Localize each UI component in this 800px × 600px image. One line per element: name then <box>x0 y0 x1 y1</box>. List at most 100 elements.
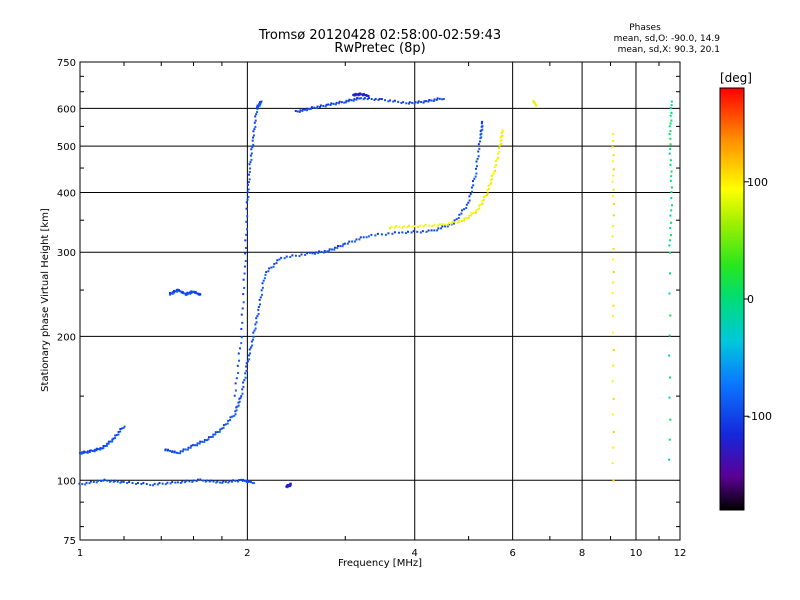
data-point <box>244 252 247 255</box>
data-point <box>326 250 329 253</box>
data-point <box>171 291 174 294</box>
data-point <box>432 99 435 102</box>
data-point <box>463 219 466 222</box>
data-point <box>477 155 480 158</box>
data-point <box>669 130 672 133</box>
data-point <box>438 97 441 100</box>
data-point <box>257 106 260 109</box>
data-point <box>265 271 268 274</box>
data-point <box>486 189 489 192</box>
data-point <box>177 289 180 292</box>
data-point <box>93 448 96 451</box>
colorbar <box>719 87 745 511</box>
data-point <box>229 416 232 419</box>
data-point <box>230 480 233 483</box>
data-point <box>208 480 211 483</box>
data-point <box>475 172 478 175</box>
data-point <box>123 425 126 428</box>
data-point <box>175 451 178 454</box>
data-point <box>477 143 480 146</box>
data-point <box>190 291 193 294</box>
data-point <box>234 410 237 413</box>
data-point <box>108 480 111 483</box>
data-point <box>109 440 112 443</box>
data-point <box>257 305 260 308</box>
data-point <box>492 173 495 176</box>
colorbar-ticks: 100 0 -100 <box>744 176 772 423</box>
data-point <box>669 234 672 237</box>
plot-frame <box>79 61 681 541</box>
data-point <box>104 444 107 447</box>
data-point <box>500 142 503 145</box>
data-point <box>254 115 257 118</box>
data-point <box>320 250 323 253</box>
data-point <box>209 479 212 482</box>
data-point <box>88 451 91 454</box>
data-point <box>219 428 222 431</box>
data-point <box>244 372 247 375</box>
data-point <box>234 413 237 416</box>
data-point <box>348 98 351 101</box>
data-point <box>481 202 484 205</box>
data-point <box>611 160 614 163</box>
data-point <box>216 480 219 483</box>
data-point <box>448 222 451 225</box>
data-point <box>142 482 145 485</box>
data-point <box>272 265 275 268</box>
data-point <box>198 442 201 445</box>
data-point <box>343 242 346 245</box>
data-point <box>247 354 250 357</box>
data-point <box>233 394 236 397</box>
data-point <box>468 214 471 217</box>
data-point <box>611 180 614 183</box>
data-point <box>199 293 202 296</box>
data-point <box>234 479 237 482</box>
data-point <box>669 251 672 254</box>
data-point <box>185 294 188 297</box>
data-point <box>126 481 129 484</box>
data-point <box>260 100 263 103</box>
data-point <box>93 450 96 453</box>
data-point <box>500 139 503 142</box>
data-point <box>343 101 346 104</box>
data-point <box>535 104 538 107</box>
data-point <box>612 281 615 284</box>
x-tick-label: 8 <box>579 548 585 559</box>
data-point <box>209 436 212 439</box>
data-point <box>298 255 301 258</box>
data-point <box>330 102 333 105</box>
data-point <box>361 93 364 96</box>
data-point <box>327 250 330 253</box>
data-point <box>488 183 491 186</box>
x-axis-label: Frequency [MHz] <box>338 558 422 569</box>
y-tick-label: 750 <box>57 58 76 69</box>
data-point <box>611 258 614 261</box>
data-point <box>170 292 173 295</box>
data-point <box>259 296 262 299</box>
data-point <box>315 107 318 110</box>
data-point <box>403 225 406 228</box>
data-point <box>188 480 191 483</box>
data-point <box>501 131 504 134</box>
data-point <box>470 212 473 215</box>
data-point <box>406 225 409 228</box>
data-point <box>353 98 356 101</box>
data-point <box>341 245 344 248</box>
data-point <box>250 152 253 155</box>
data-point <box>416 101 419 104</box>
data-point <box>254 327 257 330</box>
data-point <box>140 483 143 486</box>
data-point <box>191 444 194 447</box>
data-point <box>242 385 245 388</box>
data-point <box>401 231 404 234</box>
data-point <box>358 97 361 100</box>
data-point <box>437 227 440 230</box>
data-point <box>469 193 472 196</box>
data-point <box>465 217 468 220</box>
data-point <box>359 97 362 100</box>
data-point <box>359 236 362 239</box>
data-point <box>251 344 254 347</box>
chart-title-line1: Tromsø 20120428 02:58:00-02:59:43 <box>258 28 502 43</box>
data-point <box>189 446 192 449</box>
data-point <box>301 108 304 111</box>
